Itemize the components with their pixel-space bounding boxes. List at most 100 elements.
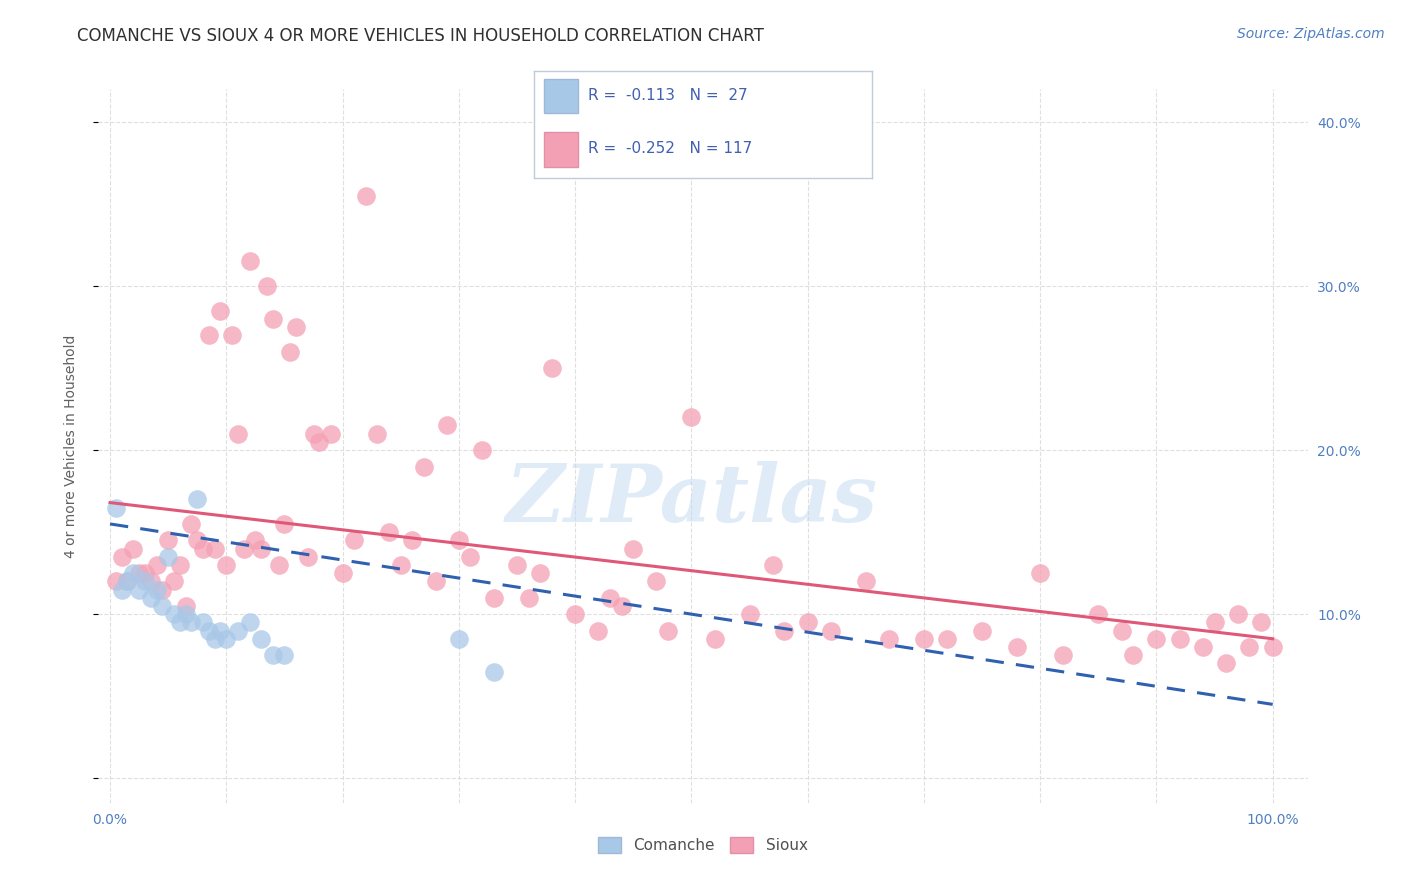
Point	[150, 599, 173, 613]
Point	[128, 582, 150, 597]
Point	[378, 525, 401, 540]
Point	[117, 574, 139, 589]
Point	[186, 533, 208, 548]
Point	[204, 541, 226, 556]
Point	[332, 566, 354, 581]
Point	[245, 533, 267, 548]
Point	[773, 624, 796, 638]
Point	[157, 549, 180, 564]
Legend: Comanche, Sioux: Comanche, Sioux	[592, 831, 814, 859]
Point	[262, 648, 284, 662]
Point	[169, 558, 191, 572]
Point	[482, 591, 505, 605]
Point	[343, 533, 366, 548]
Text: R =  -0.113   N =  27: R = -0.113 N = 27	[588, 88, 748, 103]
Point	[198, 328, 221, 343]
Point	[204, 632, 226, 646]
Point	[180, 516, 202, 531]
Point	[209, 303, 232, 318]
Point	[1144, 632, 1167, 646]
Point	[191, 541, 214, 556]
Point	[599, 591, 621, 605]
Point	[970, 624, 993, 638]
Point	[447, 533, 470, 548]
Point	[186, 492, 208, 507]
Point	[1111, 624, 1133, 638]
Point	[308, 434, 330, 449]
Point	[1192, 640, 1215, 654]
Point	[239, 615, 262, 630]
Point	[285, 320, 308, 334]
Point	[1087, 607, 1109, 622]
Point	[273, 516, 295, 531]
Point	[401, 533, 423, 548]
Point	[297, 549, 319, 564]
Text: R =  -0.252   N = 117: R = -0.252 N = 117	[588, 142, 752, 156]
Point	[657, 624, 679, 638]
Point	[1029, 566, 1052, 581]
Point	[319, 426, 342, 441]
Point	[1215, 657, 1237, 671]
Point	[250, 541, 273, 556]
Point	[517, 591, 540, 605]
Point	[1239, 640, 1261, 654]
Y-axis label: 4 or more Vehicles in Household: 4 or more Vehicles in Household	[63, 334, 77, 558]
Point	[174, 607, 197, 622]
Point	[139, 591, 162, 605]
Point	[191, 615, 214, 630]
Point	[174, 599, 197, 613]
Text: ZIPatlas: ZIPatlas	[505, 460, 877, 538]
Point	[122, 566, 145, 581]
Point	[506, 558, 529, 572]
Point	[273, 648, 295, 662]
Point	[820, 624, 842, 638]
FancyBboxPatch shape	[544, 132, 578, 167]
Point	[540, 361, 562, 376]
Point	[436, 418, 458, 433]
Point	[267, 558, 290, 572]
Point	[239, 254, 262, 268]
Point	[588, 624, 610, 638]
Point	[936, 632, 959, 646]
Point	[912, 632, 935, 646]
Point	[145, 558, 167, 572]
Point	[250, 632, 273, 646]
Point	[226, 426, 249, 441]
Point	[1168, 632, 1191, 646]
Point	[855, 574, 877, 589]
Point	[471, 443, 494, 458]
Point	[738, 607, 761, 622]
Text: Source: ZipAtlas.com: Source: ZipAtlas.com	[1237, 27, 1385, 41]
Point	[1204, 615, 1226, 630]
Point	[226, 624, 249, 638]
Point	[215, 558, 238, 572]
Point	[111, 582, 134, 597]
Point	[104, 500, 127, 515]
Point	[180, 615, 202, 630]
Point	[278, 344, 301, 359]
Point	[134, 566, 156, 581]
Point	[460, 549, 482, 564]
Point	[621, 541, 644, 556]
Point	[198, 624, 221, 638]
Point	[128, 566, 150, 581]
Point	[1250, 615, 1272, 630]
Point	[145, 582, 167, 597]
Point	[1122, 648, 1144, 662]
Point	[221, 328, 243, 343]
Point	[122, 541, 145, 556]
Point	[139, 574, 162, 589]
Point	[796, 615, 818, 630]
Point	[681, 410, 703, 425]
Point	[169, 615, 191, 630]
Point	[645, 574, 668, 589]
Point	[1226, 607, 1249, 622]
Point	[1052, 648, 1074, 662]
FancyBboxPatch shape	[544, 78, 578, 113]
Point	[111, 549, 134, 564]
Point	[209, 624, 232, 638]
Point	[425, 574, 447, 589]
Point	[447, 632, 470, 646]
Point	[703, 632, 725, 646]
Point	[564, 607, 586, 622]
